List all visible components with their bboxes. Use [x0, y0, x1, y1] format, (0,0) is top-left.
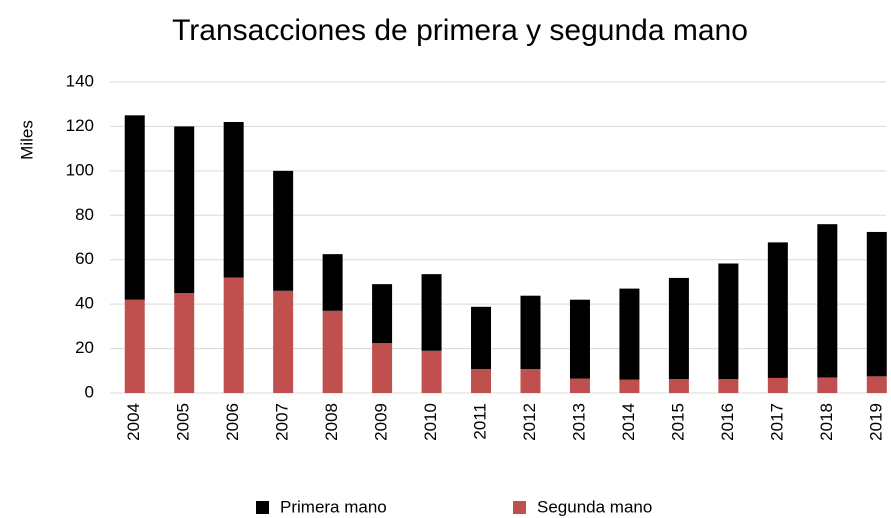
bar-segment	[223, 121, 244, 278]
y-tick-label: 0	[85, 382, 94, 401]
bar-segment	[322, 254, 343, 311]
bar-segment	[124, 115, 145, 300]
bar-segment	[124, 299, 145, 393]
bar-segment	[718, 379, 739, 393]
bar-segment	[817, 377, 838, 393]
y-tick-label: 60	[75, 249, 94, 268]
bar-segment	[322, 310, 343, 393]
bar-segment	[372, 284, 393, 344]
x-tick-label: 2017	[767, 403, 786, 441]
bar-segment	[718, 263, 739, 380]
legend-swatch	[256, 501, 269, 514]
y-tick-label: 80	[75, 205, 94, 224]
bar-segment	[520, 295, 541, 370]
bar-segment	[668, 379, 689, 393]
x-tick-label: 2011	[471, 403, 490, 440]
bar-segment	[569, 299, 590, 379]
bar-segment	[767, 242, 788, 378]
legend-label: Segunda mano	[537, 497, 652, 516]
x-tick-label: 2014	[619, 403, 638, 441]
x-tick-label: 2019	[866, 403, 885, 441]
x-tick-label: 2010	[421, 403, 440, 441]
x-tick-label: 2005	[174, 403, 193, 441]
bar-segment	[471, 369, 492, 393]
bar-segment	[619, 379, 640, 393]
bar-segment	[174, 293, 195, 393]
x-tick-label: 2016	[718, 403, 737, 441]
x-tick-label: 2007	[273, 403, 292, 441]
x-tick-label: 2004	[124, 403, 143, 441]
bar-segment	[866, 376, 887, 393]
legend-swatch	[513, 501, 526, 514]
x-tick-label: 2018	[817, 403, 836, 441]
y-tick-label: 40	[75, 294, 94, 313]
bar-segment	[471, 306, 492, 370]
bar-segment	[273, 170, 294, 291]
x-tick-label: 2006	[223, 403, 242, 441]
bar-segment	[866, 231, 887, 377]
x-tick-label: 2009	[372, 403, 391, 441]
bar-segment	[273, 290, 294, 393]
y-tick-label: 140	[66, 71, 94, 90]
bar-segment	[767, 377, 788, 393]
x-tick-label: 2015	[668, 403, 687, 441]
bar-segment	[619, 288, 640, 380]
bar-segment	[174, 126, 195, 294]
bar-segment	[421, 350, 442, 393]
x-tick-label: 2013	[569, 403, 588, 441]
bar-segment	[372, 343, 393, 393]
bar-segment	[668, 277, 689, 380]
y-tick-label: 20	[75, 338, 94, 357]
y-tick-label: 120	[66, 116, 94, 135]
bar-segment	[223, 277, 244, 393]
chart-title: Transacciones de primera y segunda mano	[172, 14, 748, 47]
legend-label: Primera mano	[280, 497, 387, 516]
y-tick-label: 100	[66, 160, 94, 179]
bar-segment	[421, 274, 442, 351]
bar-segment	[520, 369, 541, 393]
bar-segment	[817, 224, 838, 378]
x-tick-label: 2012	[520, 403, 539, 441]
bar-segment	[569, 378, 590, 393]
x-tick-label: 2008	[322, 403, 341, 441]
y-axis-label: Miles	[17, 120, 36, 160]
